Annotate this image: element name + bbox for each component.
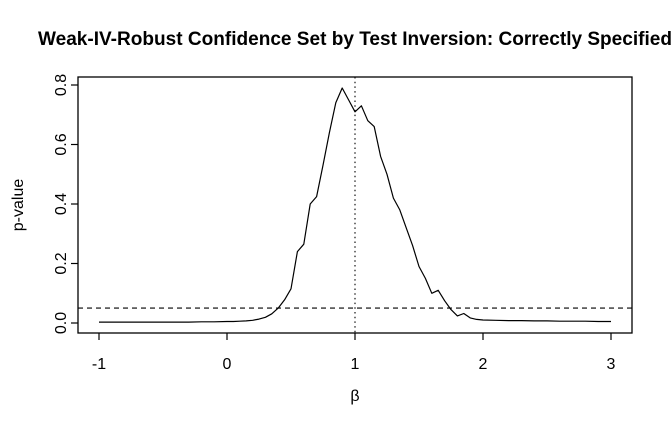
x-axis-label: β bbox=[350, 388, 359, 405]
y-tick-label: 0.2 bbox=[53, 252, 70, 274]
y-tick-label: 0.6 bbox=[53, 133, 70, 155]
y-tick-label: 0.8 bbox=[53, 74, 70, 96]
y-tick-label: 0.0 bbox=[53, 312, 70, 334]
y-tick-label: 0.4 bbox=[53, 193, 70, 215]
x-tick-label: 0 bbox=[223, 356, 232, 373]
reference-lines bbox=[78, 77, 632, 333]
x-tick-label: 2 bbox=[479, 356, 488, 373]
y-axis-label: p-value bbox=[10, 179, 27, 232]
x-tick-label: -1 bbox=[92, 356, 106, 373]
chart-title: Weak-IV-Robust Confidence Set by Test In… bbox=[38, 29, 672, 50]
p-value-curve bbox=[99, 87, 611, 323]
x-tick-label: 1 bbox=[351, 356, 360, 373]
y-axis: 0.0 0.2 0.4 0.6 0.8 bbox=[53, 74, 78, 334]
x-tick-label: 3 bbox=[607, 356, 616, 373]
x-axis: -1 0 1 2 3 bbox=[92, 333, 616, 373]
